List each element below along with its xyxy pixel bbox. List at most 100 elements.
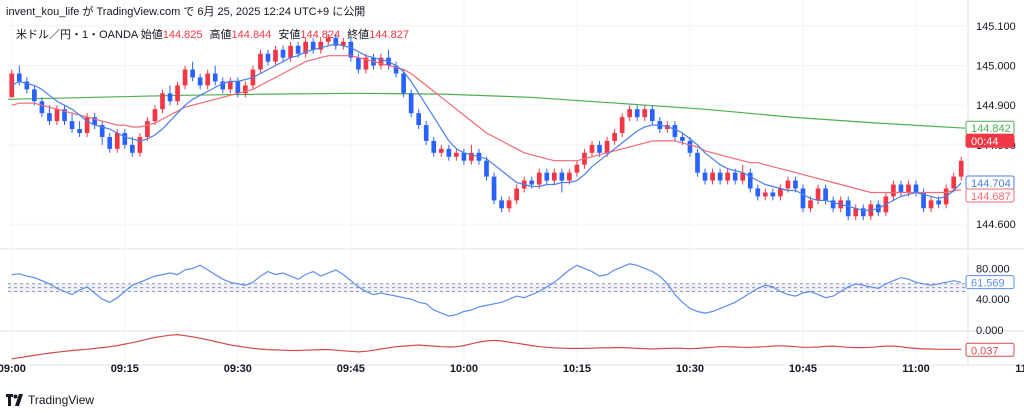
candle-body [265,53,271,62]
candle-body [401,73,406,94]
close-label: 終値 [347,29,370,41]
candle-body [92,117,97,126]
candle-body [762,192,768,197]
candle-body [747,172,753,189]
price-label-text: 00:44 [971,136,999,148]
candle-body [288,45,293,58]
candle-body [325,37,331,42]
rsi-line [11,263,962,317]
candle-body [830,200,836,209]
candle-body [619,117,625,133]
low-value: 144.824 [300,29,341,41]
candle-body [122,132,128,145]
x-tick-label: 10:45 [789,363,817,375]
candle-body [340,41,346,46]
candle-body [491,176,497,201]
candle-body [243,85,248,94]
candle-body [793,180,798,189]
candle-body [740,172,746,181]
candle-body [9,73,15,98]
candle-body [732,172,738,181]
candle-body [438,148,444,153]
x-tick-label: 10:30 [676,363,704,375]
symbol-ohlc-legend: 米ドル／円・1・OANDA 始値144.825 高値144.844 安値144.… [16,26,413,42]
open-label: 始値 [140,29,163,41]
candle-body [551,172,557,181]
candle-body [589,144,595,153]
candle-body [461,152,467,161]
candle-body [815,188,821,201]
candle-body [408,93,414,114]
candle-body [212,73,218,82]
candle-body [499,200,504,209]
x-tick-label: 09:00 [0,363,26,375]
candle-body [77,129,82,133]
candle-body [800,188,806,209]
candle-body [672,125,678,137]
macd-line [11,333,962,360]
candle-body [454,152,459,157]
candle-body [24,81,30,90]
candle-body [529,180,535,185]
open-value: 144.825 [162,29,203,41]
candle-body [823,188,828,201]
candle-body [506,200,512,209]
price-tick-label: 144.600 [976,219,1016,231]
candle-body [205,73,211,86]
rsi-tick-label: 0.000 [976,325,1004,337]
candle-body [303,41,308,54]
candle-body [69,121,75,130]
candle-body [310,41,316,50]
candle-body [604,140,610,153]
x-tick-label: 10:15 [563,363,591,375]
candle-body [627,109,633,118]
candle-body [152,109,158,122]
candle-body [446,148,452,157]
candle-body [333,37,339,46]
candle-body [295,45,301,54]
candle-body [107,136,113,149]
candle-body [778,188,783,197]
candle-body [958,160,964,177]
tradingview-brand[interactable]: TradingView [6,392,94,408]
candle-body [710,172,715,181]
candle-body [891,184,896,197]
candle-body [190,69,195,78]
rsi-band [8,283,965,292]
close-value: 144.827 [369,29,409,41]
candle-body [536,172,542,185]
candle-body [84,117,90,133]
candle-body [175,85,180,102]
candle-body [47,113,52,122]
candle-body [785,180,791,189]
x-tick-label: 09:15 [111,363,139,375]
candle-body [99,125,105,137]
candle-body [280,49,286,58]
price-label-text: 144.842 [971,123,1011,135]
candle-body [235,81,241,94]
candle-body [559,172,565,181]
macd-value-label: 0.037 [971,345,999,357]
candle-body [258,53,263,70]
candle-body [634,109,640,118]
x-tick-label: 10:00 [450,363,478,375]
candle-body [160,93,165,110]
candle-body [423,125,429,141]
price-label-text: 144.687 [971,191,1011,203]
candle-body [167,93,173,102]
tradingview-brand-label: TradingView [28,393,95,407]
candle-body [702,172,708,181]
candle-body [612,132,617,141]
candle-body [348,41,354,58]
candle-body [725,172,730,181]
rsi-value-box [965,275,1015,290]
x-tick-label: 11:00 [902,363,930,375]
candle-body [469,152,474,161]
tradingview-logo-icon [6,394,24,406]
symbol-name[interactable]: 米ドル／円・1・OANDA [16,29,138,41]
candle-body [62,109,67,122]
candle-body [680,136,685,141]
price-label-box [965,188,1015,203]
candle-body [853,208,859,217]
